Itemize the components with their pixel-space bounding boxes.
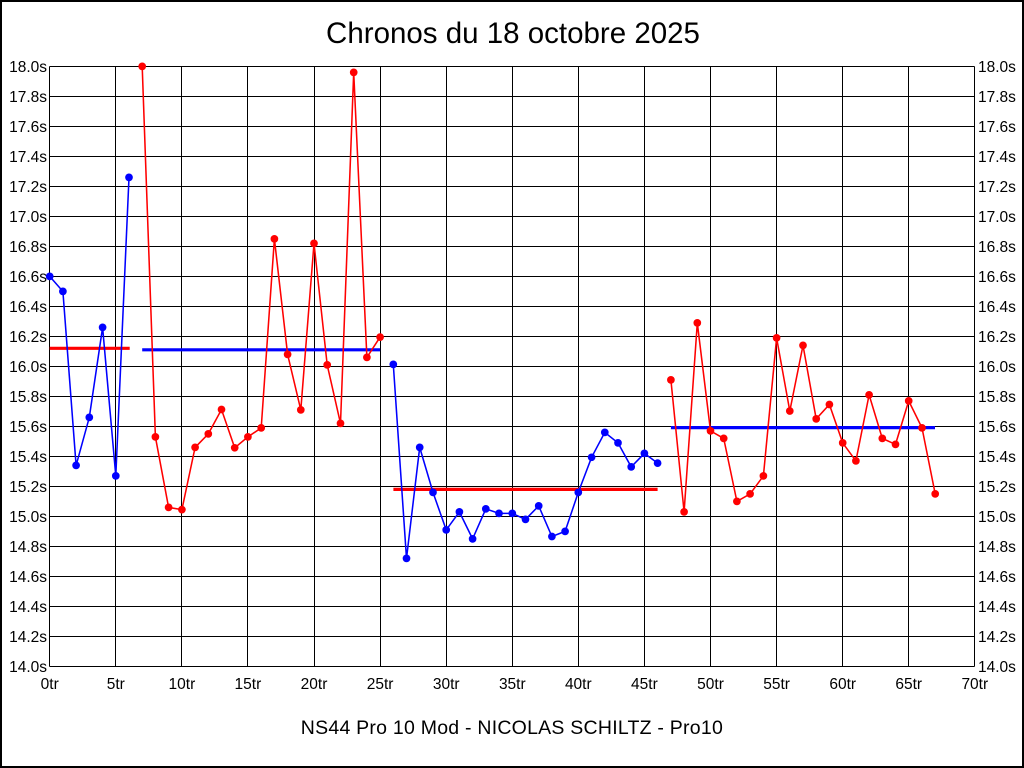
- svg-text:15.2s: 15.2s: [978, 479, 1016, 496]
- svg-text:14.2s: 14.2s: [978, 629, 1016, 646]
- svg-text:15.0s: 15.0s: [9, 509, 47, 526]
- svg-text:14.2s: 14.2s: [9, 629, 47, 646]
- svg-text:30tr: 30tr: [433, 676, 460, 693]
- svg-text:20tr: 20tr: [301, 676, 328, 693]
- svg-text:16.8s: 16.8s: [9, 239, 47, 256]
- svg-text:14.8s: 14.8s: [9, 539, 47, 556]
- svg-text:55tr: 55tr: [763, 676, 790, 693]
- svg-text:15.2s: 15.2s: [9, 479, 47, 496]
- svg-text:Chronos du 18 octobre 2025: Chronos du 18 octobre 2025: [326, 17, 700, 50]
- svg-text:60tr: 60tr: [829, 676, 856, 693]
- svg-text:25tr: 25tr: [367, 676, 394, 693]
- svg-text:10tr: 10tr: [169, 676, 196, 693]
- svg-text:0tr: 0tr: [41, 676, 59, 693]
- svg-text:18.0s: 18.0s: [978, 59, 1016, 76]
- svg-text:15.8s: 15.8s: [9, 389, 47, 406]
- svg-text:14.8s: 14.8s: [978, 539, 1016, 556]
- svg-text:16.0s: 16.0s: [9, 359, 47, 376]
- svg-text:15tr: 15tr: [235, 676, 262, 693]
- svg-text:17.8s: 17.8s: [9, 89, 47, 106]
- svg-text:16.6s: 16.6s: [9, 269, 47, 286]
- svg-text:17.0s: 17.0s: [978, 209, 1016, 226]
- svg-text:18.0s: 18.0s: [9, 59, 47, 76]
- svg-text:16.2s: 16.2s: [978, 329, 1016, 346]
- svg-text:14.0s: 14.0s: [9, 659, 47, 676]
- svg-text:16.6s: 16.6s: [978, 269, 1016, 286]
- svg-text:17.0s: 17.0s: [9, 209, 47, 226]
- svg-text:16.0s: 16.0s: [978, 359, 1016, 376]
- svg-text:50tr: 50tr: [697, 676, 724, 693]
- svg-text:14.6s: 14.6s: [978, 569, 1016, 586]
- svg-text:15.0s: 15.0s: [978, 509, 1016, 526]
- svg-text:15.6s: 15.6s: [9, 419, 47, 436]
- svg-text:17.4s: 17.4s: [978, 149, 1016, 166]
- svg-text:40tr: 40tr: [565, 676, 592, 693]
- svg-text:17.4s: 17.4s: [9, 149, 47, 166]
- svg-text:16.4s: 16.4s: [9, 299, 47, 316]
- svg-text:17.2s: 17.2s: [978, 179, 1016, 196]
- svg-text:65tr: 65tr: [895, 676, 922, 693]
- svg-text:17.2s: 17.2s: [9, 179, 47, 196]
- svg-text:70tr: 70tr: [961, 676, 988, 693]
- svg-text:14.4s: 14.4s: [978, 599, 1016, 616]
- svg-text:17.8s: 17.8s: [978, 89, 1016, 106]
- svg-text:14.0s: 14.0s: [978, 659, 1016, 676]
- svg-text:15.8s: 15.8s: [978, 389, 1016, 406]
- svg-text:17.6s: 17.6s: [9, 119, 47, 136]
- svg-text:35tr: 35tr: [499, 676, 526, 693]
- svg-text:14.4s: 14.4s: [9, 599, 47, 616]
- svg-text:15.4s: 15.4s: [9, 449, 47, 466]
- svg-text:NS44 Pro 10 Mod - NICOLAS SCHI: NS44 Pro 10 Mod - NICOLAS SCHILTZ - Pro1…: [301, 717, 723, 739]
- svg-text:16.2s: 16.2s: [9, 329, 47, 346]
- svg-text:16.8s: 16.8s: [978, 239, 1016, 256]
- svg-text:15.6s: 15.6s: [978, 419, 1016, 436]
- svg-text:45tr: 45tr: [631, 676, 658, 693]
- svg-text:15.4s: 15.4s: [978, 449, 1016, 466]
- svg-text:14.6s: 14.6s: [9, 569, 47, 586]
- svg-text:17.6s: 17.6s: [978, 119, 1016, 136]
- svg-text:5tr: 5tr: [107, 676, 125, 693]
- svg-text:16.4s: 16.4s: [978, 299, 1016, 316]
